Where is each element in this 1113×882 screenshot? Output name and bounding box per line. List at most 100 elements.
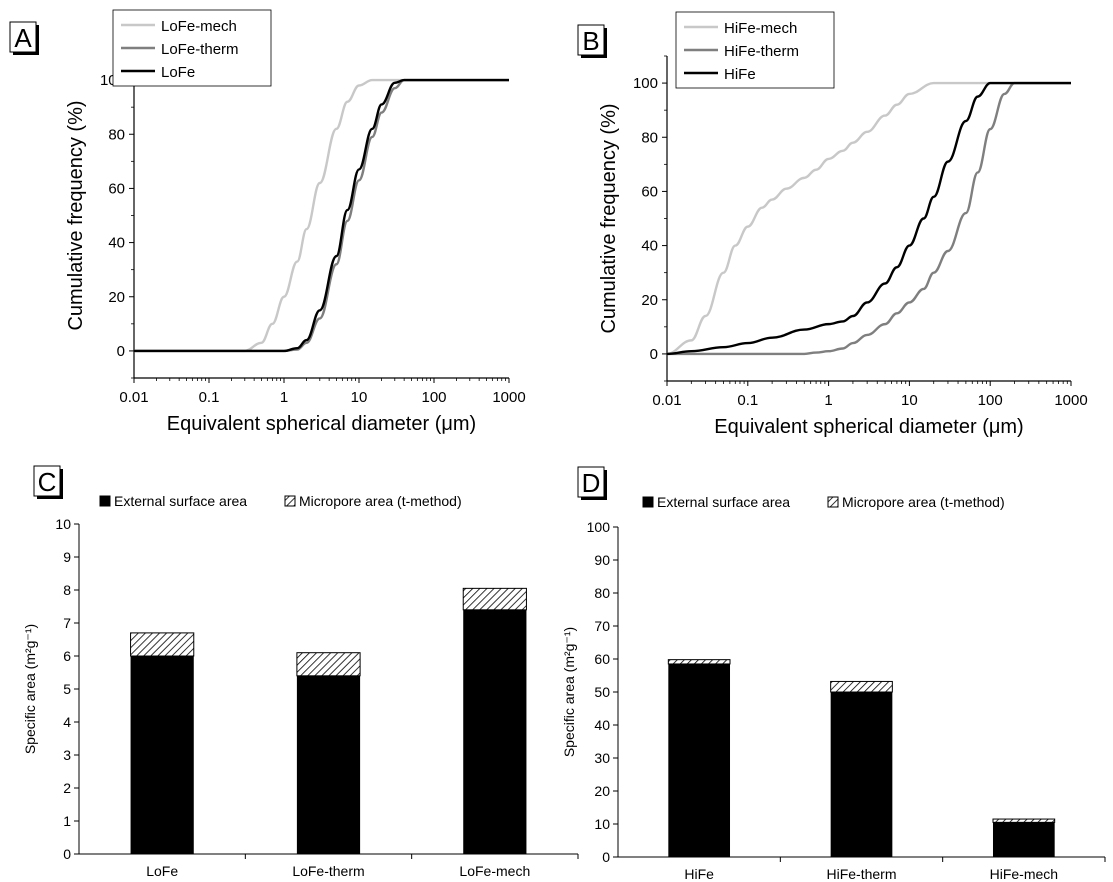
y-tick-label: 10 (55, 516, 71, 532)
bar-external-lofe-therm (296, 675, 361, 854)
bar-micropore-lofe-therm (296, 652, 361, 677)
x-category-label: HiFe (684, 866, 714, 882)
legend-label: LoFe-mech (161, 18, 237, 35)
y-tick-label: 0 (602, 849, 610, 865)
y-tick-label: 40 (108, 235, 125, 252)
y-tick-label: 40 (641, 238, 658, 255)
series-line-hife (666, 81, 1071, 356)
series-line-hife-mech (666, 81, 1071, 356)
bar-external-lofe (130, 656, 194, 854)
panel-letter-box (9, 21, 37, 53)
y-tick-label: 5 (63, 681, 71, 697)
y-tick-label: 1 (63, 813, 71, 829)
legend-swatch (827, 496, 839, 508)
y-tick-label: 0 (63, 846, 71, 862)
legend-label: HiFe (724, 66, 756, 83)
x-category-label: HiFe-therm (826, 866, 896, 882)
y-tick-label: 7 (63, 615, 71, 631)
panel-letter-d: D (582, 468, 601, 498)
legend-label: HiFe-therm (724, 43, 799, 60)
y-tick-label: 10 (594, 816, 610, 832)
panel-letter-b: B (582, 26, 599, 56)
x-tick-label: 100 (421, 389, 446, 406)
series-line-lofe (134, 78, 509, 353)
panel-a-line-chart: 0.01 0.1 1 10 100 1000020406080100Equivalent … (9, 9, 526, 435)
panel-letter-box (33, 465, 61, 497)
bar-micropore-hife-therm (830, 680, 893, 693)
y-tick-label: 20 (641, 292, 658, 309)
y-tick-label: 60 (594, 651, 610, 667)
x-tick-label: 1000 (1054, 392, 1087, 409)
series-line-lofe-mech (134, 78, 509, 353)
x-category-label: HiFe-mech (990, 866, 1058, 882)
panel-letter-box (577, 24, 605, 56)
bar-micropore-hife (667, 659, 731, 665)
x-tick-label: 0.01 (119, 389, 148, 406)
y-tick-label: 60 (641, 183, 658, 200)
x-category-label: LoFe-therm (292, 863, 364, 879)
y-tick-label: 100 (587, 519, 611, 535)
y-tick-label: 20 (594, 783, 610, 799)
legend-label: Micropore area (t-method) (299, 493, 462, 509)
x-tick-label: 10 (901, 392, 918, 409)
y-tick-label: 50 (594, 684, 610, 700)
y-axis-label: Cumulative frequency (%) (598, 103, 620, 333)
legend-label: LoFe (161, 64, 195, 81)
legend-swatch (284, 495, 296, 507)
x-axis-label: Equivalent spherical diameter (μm) (167, 413, 476, 435)
y-tick-label: 2 (63, 780, 71, 796)
legend-label: HiFe-mech (724, 20, 797, 37)
x-axis-label: Equivalent spherical diameter (μm) (714, 416, 1023, 438)
legend-swatch (642, 496, 654, 508)
y-tick-label: 80 (641, 129, 658, 146)
y-tick-label: 6 (63, 648, 71, 664)
y-tick-label: 60 (108, 180, 125, 197)
bar-external-lofe-mech (463, 609, 527, 854)
y-tick-label: 90 (594, 552, 610, 568)
x-tick-label: 0.1 (199, 389, 220, 406)
legend-swatch (99, 495, 111, 507)
legend-label: Micropore area (t-method) (842, 494, 1005, 510)
bar-micropore-lofe (130, 632, 195, 657)
panel-c-bar-chart: 0 1 2 3 4 5 6 7 8 9 10 LoFe LoFe-therm LoFe-mech Speci… (22, 465, 579, 879)
y-tick-label: 8 (63, 582, 71, 598)
y-axis-label: Specific area (m²g⁻¹) (561, 627, 577, 757)
panel-letter-a: A (14, 23, 32, 53)
legend-label: External surface area (114, 493, 247, 509)
bar-micropore-lofe-mech (462, 587, 527, 611)
y-tick-label: 30 (594, 750, 610, 766)
y-tick-label: 70 (594, 618, 610, 634)
series-line-hife-therm (667, 81, 1071, 356)
panel-d-bar-chart: 0 10 20 30 40 50 60 70 80 90 100 HiFe HiFe-therm HiFe… (561, 466, 1106, 882)
y-tick-label: 9 (63, 549, 71, 565)
legend-label: LoFe-therm (161, 41, 239, 58)
panel-letter-box (577, 466, 605, 498)
y-tick-label: 0 (117, 343, 125, 360)
panel-letter-c: C (38, 467, 57, 497)
bar-micropore-hife-mech (992, 818, 1056, 823)
panel-b-line-chart: 0.01 0.1 1 10 100 1000 0 20 40 60 80 100 Equivalent … (577, 11, 1088, 438)
y-tick-label: 3 (63, 747, 71, 763)
y-axis-label: Cumulative frequency (%) (65, 100, 87, 330)
x-tick-label: 1000 (492, 389, 525, 406)
x-tick-label: 0.01 (652, 392, 681, 409)
x-category-label: LoFe-mech (459, 863, 530, 879)
y-tick-label: 100 (633, 75, 658, 92)
y-tick-label: 40 (594, 717, 610, 733)
bar-external-hife (668, 663, 731, 857)
y-tick-label: 0 (650, 346, 658, 363)
y-axis-label: Specific area (m²g⁻¹) (22, 624, 38, 754)
y-tick-label: 4 (63, 714, 71, 730)
x-category-label: LoFe (146, 863, 178, 879)
x-tick-label: 1 (824, 392, 832, 409)
x-tick-label: 10 (351, 389, 368, 406)
x-tick-label: 0.1 (737, 392, 758, 409)
x-tick-label: 1 (280, 389, 288, 406)
bar-external-hife-therm (830, 692, 893, 857)
legend-label: External surface area (657, 494, 790, 510)
y-tick-label: 20 (108, 289, 125, 306)
y-tick-label: 80 (594, 585, 610, 601)
bar-external-hife-mech (992, 822, 1055, 857)
y-tick-label: 80 (108, 126, 125, 143)
